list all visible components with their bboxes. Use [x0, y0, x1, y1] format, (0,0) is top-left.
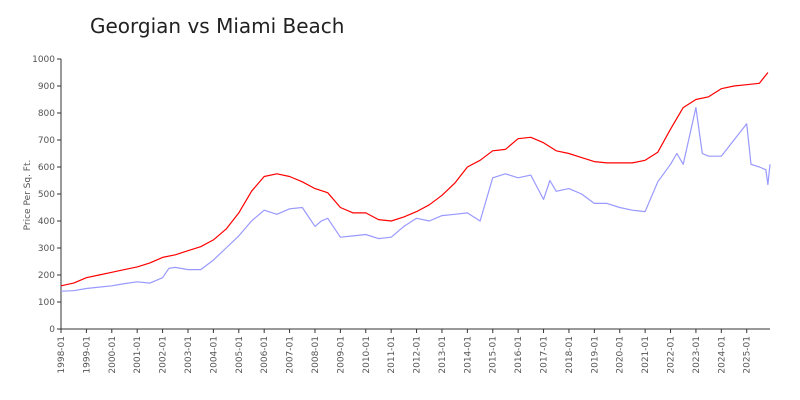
y-tick-label: 0 — [49, 325, 55, 335]
x-tick-label: 2015-01 — [489, 336, 499, 374]
x-tick-label: 2022-01 — [667, 336, 677, 374]
x-tick-label: 2021-01 — [641, 336, 651, 374]
y-axis-label: Price Per Sq. Ft. — [23, 160, 33, 231]
y-tick-label: 200 — [38, 271, 55, 281]
x-tick-label: 2000-01 — [108, 336, 118, 374]
y-tick-label: 1000 — [32, 55, 55, 65]
axes: 0 100 200 300 400 500 600 700 800 900 1000 1998-01 1… — [32, 55, 770, 374]
x-tick-label: 2010-01 — [362, 336, 372, 374]
x-tick-label: 1999-01 — [82, 336, 92, 374]
x-tick-label: 2023-01 — [692, 336, 702, 374]
series-line-2 — [60, 106, 771, 292]
x-tick-label: 2025-01 — [743, 336, 753, 374]
y-tick-label: 900 — [38, 82, 55, 92]
y-tick-label: 400 — [38, 217, 55, 227]
x-tick-label: 2011-01 — [387, 336, 397, 374]
x-tick-label: 2008-01 — [311, 336, 321, 374]
x-tick-label: 1998-01 — [57, 336, 67, 374]
x-tick-label: 2012-01 — [413, 336, 423, 374]
y-tick-label: 800 — [38, 109, 55, 119]
x-tick-label: 2005-01 — [235, 336, 245, 374]
x-tick-label: 2002-01 — [159, 336, 169, 374]
x-tick-label: 2014-01 — [463, 336, 473, 374]
x-tick-label: 2001-01 — [133, 336, 143, 374]
x-tick-label: 2017-01 — [540, 336, 550, 374]
x-tick-label: 2003-01 — [184, 336, 194, 374]
x-tick-label: 2016-01 — [514, 336, 524, 374]
y-tick-label: 500 — [38, 190, 55, 200]
x-tick-label: 2019-01 — [590, 336, 600, 374]
x-tick-label: 2004-01 — [209, 336, 219, 374]
y-tick-label: 700 — [38, 136, 55, 146]
chart-title: Georgian vs Miami Beach — [90, 14, 345, 38]
x-tick-label: 2013-01 — [438, 336, 448, 374]
x-tick-label: 2020-01 — [616, 336, 626, 374]
x-tick-label: 2024-01 — [717, 336, 727, 374]
x-tick-label: 2006-01 — [260, 336, 270, 374]
series-layer — [60, 72, 771, 292]
x-tick-label: 2018-01 — [565, 336, 575, 374]
y-tick-label: 100 — [38, 298, 55, 308]
series-line-1 — [60, 72, 769, 287]
y-tick-label: 600 — [38, 163, 55, 173]
x-tick-label: 2007-01 — [286, 336, 296, 374]
x-tick-label: 2009-01 — [336, 336, 346, 374]
y-tick-label: 300 — [38, 244, 55, 254]
